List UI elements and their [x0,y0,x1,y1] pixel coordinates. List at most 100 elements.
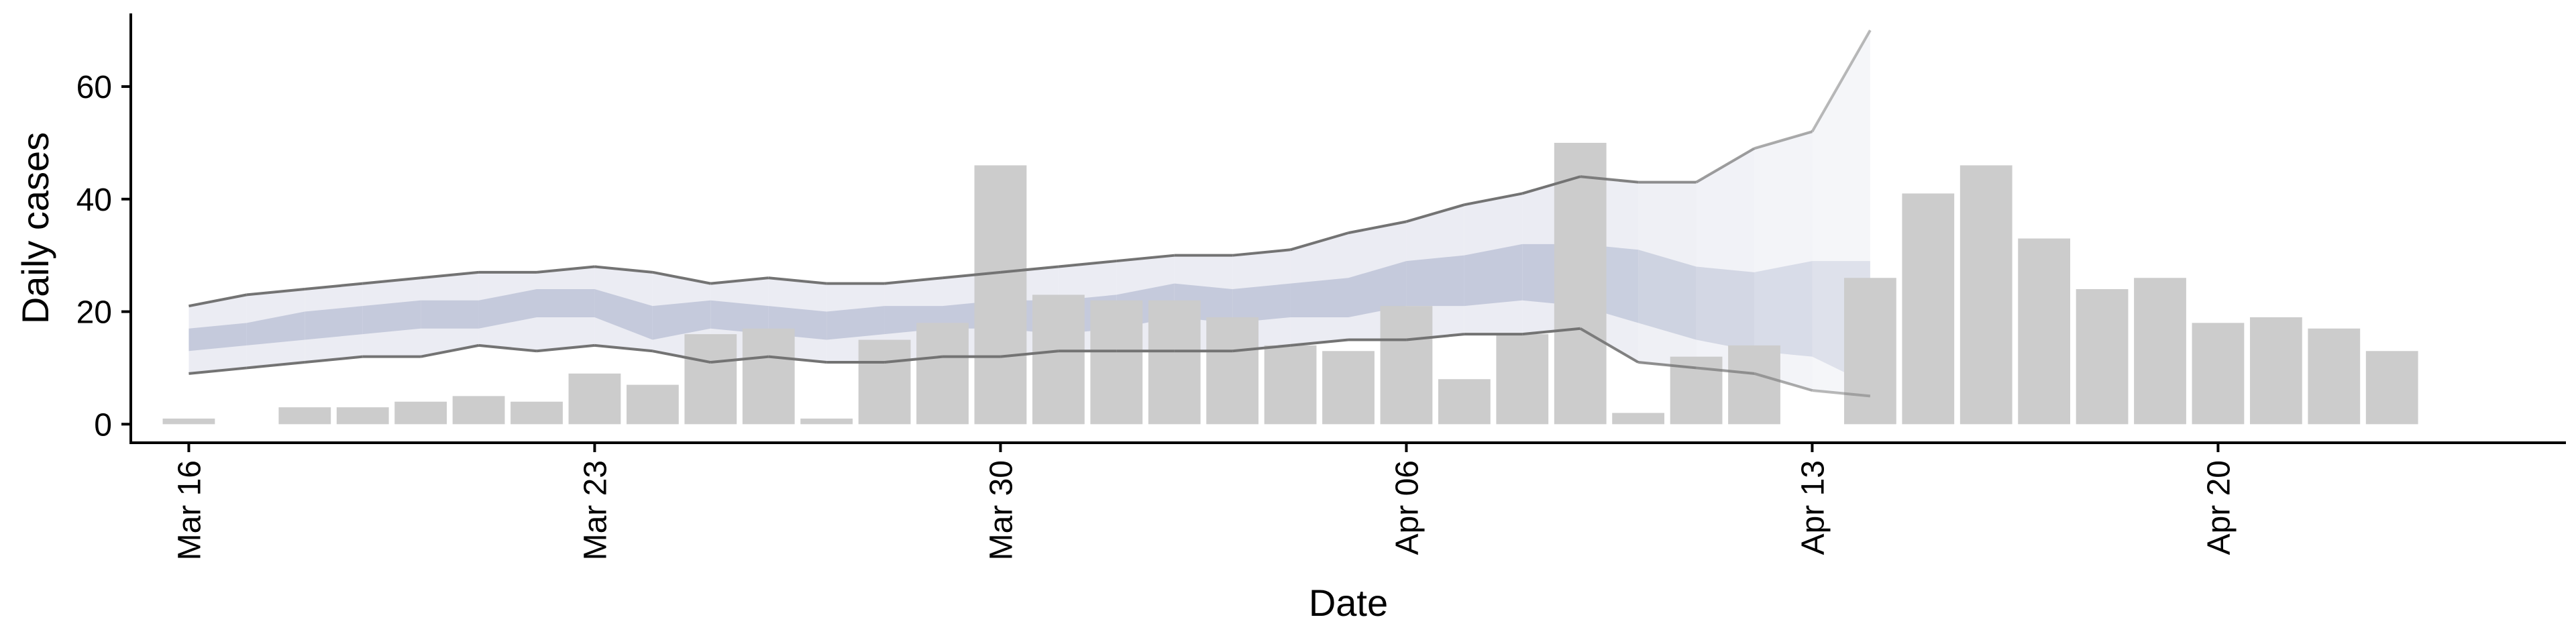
upper-bound-line-segment [942,270,1001,280]
lower-bound-line-segment [246,361,305,370]
upper-bound-line-segment [1116,254,1175,263]
upper-bound-line-segment [420,270,479,280]
band-50-segment [1696,266,1754,352]
lower-bound-line-segment [710,355,769,364]
lower-bound-line-segment [1406,333,1465,341]
y-axis-ticks: 0 20 40 60 [76,70,131,443]
bar-2020-04-07 [1438,379,1491,425]
lower-bound-line-segment [536,343,595,353]
upper-bound-line-segment [594,265,653,274]
lower-bound-line-segment [1754,372,1813,392]
upper-bound-line-segment [768,276,827,285]
bar-2020-03-21 [452,396,505,425]
upper-bound-line-segment [1521,175,1581,195]
daily-case-bars [162,142,2418,425]
bar-2020-04-09 [1554,142,1607,425]
bar-2020-04-04 [1264,345,1317,425]
bar-2020-04-10 [1612,413,1665,425]
lower-bound-line-segment [1812,389,1871,398]
lower-bound-line-segment [652,350,711,364]
upper-bound-line-segment [884,276,943,285]
band-50-segment [1348,261,1407,317]
upper-bound-line-segment [1000,265,1059,274]
upper-bound-line-segment [305,282,363,290]
axes [129,13,2566,444]
lower-bound-line-segment [768,355,827,364]
y-tick-label: 60 [76,70,112,105]
upper-bound-line-segment [536,265,595,274]
bar-2020-04-15 [1902,193,1955,425]
lower-bound-line-segment [1522,327,1580,336]
band-50-segment [537,289,595,317]
bar-2020-03-20 [394,401,447,425]
upper-bound-line-segment [1464,192,1523,207]
band-50-segment [594,289,653,340]
bar-2020-03-26 [742,328,795,425]
bar-2020-03-25 [684,334,737,425]
bar-2020-03-24 [626,384,679,425]
band-50-segment [305,306,363,340]
x-tick-label: Apr 20 [2201,460,2237,555]
band-50-segment [1232,283,1291,323]
y-tick-label: 40 [76,182,112,218]
lower-bound-line-segment [1638,361,1697,370]
upper-bound-line-segment [189,293,248,308]
bar-2020-04-17 [2018,238,2071,425]
bar-2020-04-23 [2365,351,2418,425]
bar-2020-03-19 [336,407,389,425]
bar-2020-03-27 [800,418,853,425]
bar-2020-03-31 [1032,294,1085,425]
upper-bound-line-segment [1754,130,1813,150]
lower-bound-line-segment [1696,366,1755,375]
lower-bound-line-segment [420,343,479,358]
upper-bound-line-segment [710,276,769,285]
bar-2020-04-08 [1496,334,1549,425]
upper-bound-line-segment [1405,203,1465,223]
lower-bound-line-segment [594,343,653,353]
band-50-segment [1290,278,1348,317]
bar-2020-03-18 [278,407,331,425]
band-50-segment [1464,244,1523,307]
x-axis-title: Date [1309,582,1388,624]
band-50-segment [189,323,247,352]
band-50-segment [710,300,769,335]
bar-2020-03-16 [162,418,215,425]
band-50-segment [1754,261,1813,357]
x-tick-label: Mar 23 [578,460,613,560]
y-tick-label: 20 [76,295,112,331]
interval-bound-lines [189,30,1872,398]
bar-2020-04-20 [2192,323,2245,425]
bar-2020-04-21 [2249,317,2302,425]
bar-2020-03-29 [916,323,969,425]
bar-2020-04-14 [1843,278,1896,425]
lower-bound-line-segment [478,343,537,353]
bar-2020-04-12 [1728,345,1780,425]
bar-2020-04-19 [2134,278,2186,425]
lower-bound-line-segment [189,366,248,375]
x-tick-label: Apr 13 [1795,460,1831,555]
bar-2020-03-30 [974,165,1027,425]
bar-2020-04-18 [2076,289,2129,425]
band-50-segment [246,311,305,345]
band-50-segment [1638,250,1697,340]
x-axis-ticks: Mar 16 Mar 23 Mar 30 Apr 06 Apr 13 Apr 20 [172,443,2237,560]
lower-bound-line-segment [1232,343,1291,353]
band-50-segment [1406,255,1464,307]
x-tick-label: Apr 06 [1389,460,1425,555]
band-50-segment [362,300,421,335]
lower-bound-line-segment [884,355,943,364]
upper-bound-line-segment [1811,30,1872,133]
bar-2020-04-16 [1960,165,2012,425]
lower-bound-line-segment [1000,350,1059,358]
upper-bound-line-segment [1058,260,1117,268]
lower-bound-line-segment [1579,327,1640,364]
upper-bound-line-segment [246,288,305,297]
band-90-segment [1754,131,1813,390]
x-tick-label: Mar 30 [983,460,1019,560]
upper-bound-line-segment [362,276,421,285]
lower-bound-line-segment [305,355,363,364]
band-50-segment [478,289,537,329]
credible-interval-bands [189,30,1870,396]
bar-2020-04-06 [1380,306,1433,425]
